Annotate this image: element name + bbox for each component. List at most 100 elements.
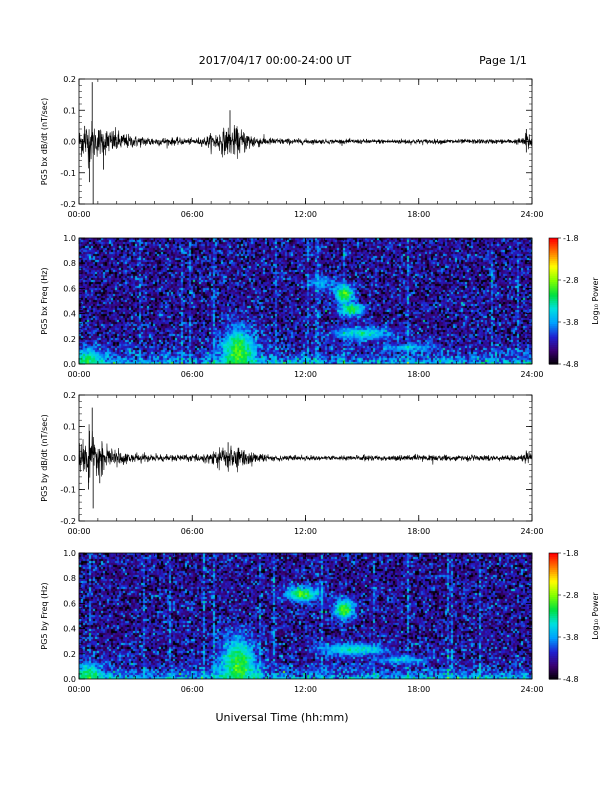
x-tick-label: 00:00 — [67, 527, 90, 536]
colorbar-tick-label: -4.8 — [563, 360, 579, 369]
colorbar-step — [549, 294, 558, 298]
colorbar-step — [549, 674, 558, 678]
colorbar-step — [549, 298, 558, 302]
colorbar-step — [549, 305, 558, 308]
colorbar-step — [549, 252, 558, 256]
colorbar-step — [549, 618, 558, 621]
header-page: Page 1/1 — [479, 54, 527, 67]
y-tick-label: 0.1 — [63, 423, 76, 432]
colorbar-step — [549, 351, 558, 355]
y-axis-label: PG5 bx dB/dt (nT/sec) — [40, 98, 49, 185]
y-tick-label: 0.4 — [63, 310, 76, 319]
colorbar-step — [549, 595, 558, 598]
x-tick-label: 06:00 — [181, 685, 204, 694]
y-tick-label: -0.2 — [60, 517, 76, 526]
y-tick-label: 0.2 — [63, 391, 76, 400]
x-tick-label: 18:00 — [407, 685, 430, 694]
colorbar-step — [549, 267, 558, 271]
colorbar-step — [549, 653, 558, 657]
colorbar-step — [549, 343, 558, 346]
colorbar-tick-label: -3.8 — [563, 318, 579, 327]
panels-group: 00:00 06:00 12:00 18:00 24:00 -0.2 -0.1 0.0 0.1 0… — [40, 75, 600, 694]
colorbar-step — [549, 313, 558, 317]
bx-spectrogram-panel: 00:00 06:00 12:00 18:00 24:00 0.0 0.2 0.4 0.6 0.8… — [40, 234, 600, 379]
colorbar-step — [549, 328, 558, 331]
y-tick-label: 0.8 — [63, 574, 76, 583]
colorbar: -1.8 -2.8 -3.8 -4.8 Log₁₀ Power — [548, 549, 600, 684]
colorbar-step — [549, 315, 558, 319]
colorbar-step — [549, 336, 558, 340]
x-tick-label: 24:00 — [520, 527, 543, 536]
colorbar-step — [549, 603, 558, 607]
colorbar-step — [549, 662, 558, 665]
colorbar-step — [549, 639, 558, 642]
y-tick-label: 0.0 — [63, 675, 76, 684]
y-tick-label: 0.0 — [63, 360, 76, 369]
colorbar-step — [549, 658, 558, 661]
y-tick-label: -0.2 — [60, 200, 76, 209]
colorbar-step — [549, 353, 558, 357]
colorbar-step — [549, 649, 558, 653]
colorbar-step — [549, 319, 558, 323]
colorbar-step — [549, 330, 558, 334]
colorbar-step — [549, 655, 558, 659]
colorbar-step — [549, 263, 558, 266]
colorbar-step — [549, 668, 558, 672]
colorbar-step — [549, 259, 558, 262]
colorbar-step — [549, 584, 558, 588]
colorbar-step — [549, 628, 558, 632]
colorbar-step — [549, 288, 558, 292]
y-tick-label: -0.1 — [60, 169, 76, 178]
colorbar-step — [549, 576, 558, 579]
x-tick-label: 06:00 — [181, 370, 204, 379]
colorbar-step — [549, 355, 558, 359]
colorbar-step — [549, 567, 558, 571]
colorbar-step — [549, 666, 558, 670]
colorbar-step — [549, 571, 558, 575]
y-tick-label: 0.0 — [63, 454, 76, 463]
colorbar-step — [549, 620, 558, 623]
colorbar-step — [549, 334, 558, 338]
colorbar-step — [549, 244, 558, 247]
spectrogram-image — [79, 553, 532, 679]
colorbar-step — [549, 250, 558, 254]
y-tick-label: 0.2 — [63, 335, 76, 344]
x-tick-label: 18:00 — [407, 210, 430, 219]
colorbar-step — [549, 561, 558, 565]
colorbar-step — [549, 637, 558, 640]
colorbar-step — [549, 311, 558, 315]
colorbar-step — [549, 555, 558, 558]
colorbar-step — [549, 630, 558, 634]
colorbar-step — [549, 624, 558, 628]
colorbar-frame — [548, 237, 559, 365]
colorbar-step — [549, 670, 558, 674]
colorbar-tick-label: -2.8 — [563, 276, 579, 285]
by-timeseries-panel: 00:00 06:00 12:00 18:00 24:00 -0.2 -0.1 0.0 0.1 0… — [40, 391, 544, 536]
colorbar-step — [549, 645, 558, 649]
colorbar-step — [549, 611, 558, 615]
colorbar-step — [549, 261, 558, 264]
x-tick-label: 12:00 — [294, 210, 317, 219]
colorbar-step — [549, 590, 558, 594]
y-tick-label: -0.1 — [60, 486, 76, 495]
colorbar-step — [549, 559, 558, 562]
colorbar-step — [549, 664, 558, 667]
colorbar-step — [549, 332, 558, 336]
colorbar-step — [549, 563, 558, 567]
colorbar-step — [549, 578, 558, 581]
by-spectrogram-panel: 00:00 06:00 12:00 18:00 24:00 0.0 0.2 0.4 0.6 0.8… — [40, 549, 600, 694]
colorbar-step — [549, 553, 558, 556]
colorbar-step — [549, 280, 558, 283]
x-tick-label: 06:00 — [181, 527, 204, 536]
colorbar-step — [549, 361, 558, 365]
colorbar-step — [549, 307, 558, 310]
colorbar-step — [549, 286, 558, 289]
y-axis-label: PG5 by dB/dt (nT/sec) — [40, 414, 49, 501]
x-tick-label: 12:00 — [294, 527, 317, 536]
colorbar-step — [549, 345, 558, 348]
colorbar-label: Log₁₀ Power — [591, 592, 600, 640]
bx-timeseries-panel: 00:00 06:00 12:00 18:00 24:00 -0.2 -0.1 0.0 0.1 0… — [40, 75, 544, 219]
colorbar-step — [549, 301, 558, 304]
colorbar-step — [549, 238, 558, 241]
colorbar-step — [549, 605, 558, 609]
